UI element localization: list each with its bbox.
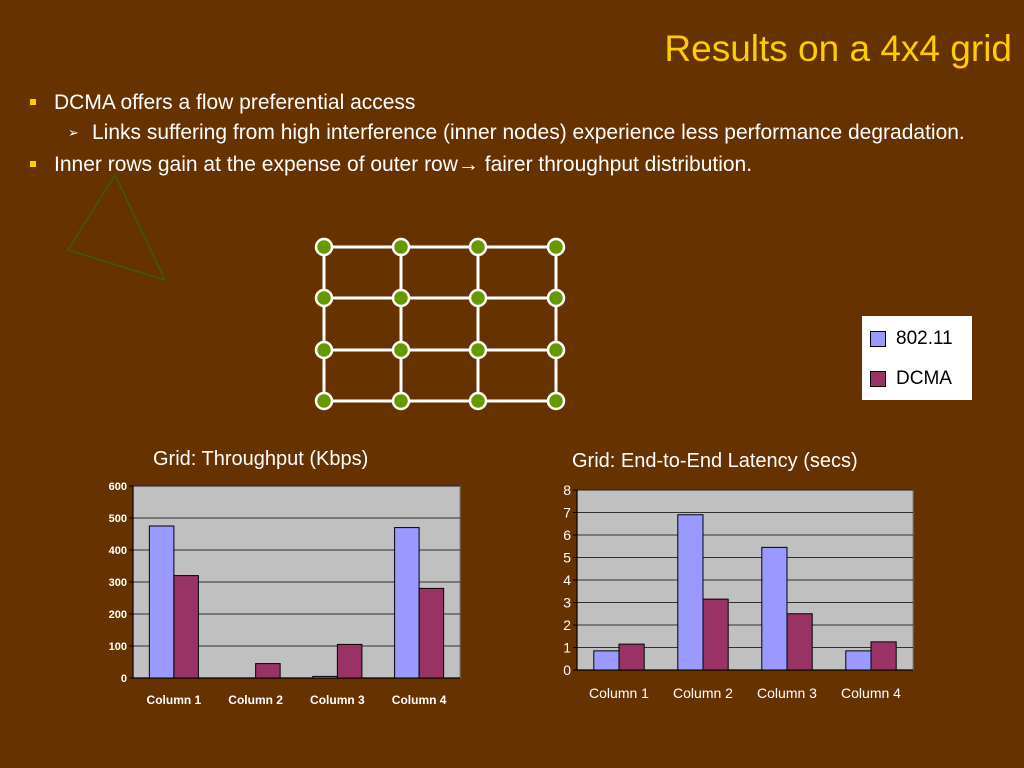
legend-item-dcma: DCMA xyxy=(870,368,952,390)
grid-node xyxy=(546,340,566,360)
legend-label-802-11: 802.11 xyxy=(896,328,953,349)
latency-y-tick-label: 1 xyxy=(563,640,571,656)
latency-y-tick-label: 4 xyxy=(563,572,571,588)
latency-y-tick-label: 3 xyxy=(563,595,571,611)
latency-chart: 0 1 2 3 4 5 6 7 8 Column 1 Column 2 Column 3 Column … xyxy=(563,482,914,701)
latency-bar-dcma xyxy=(702,598,729,671)
throughput-bar-802-11 xyxy=(312,675,338,679)
grid-node xyxy=(546,237,566,257)
latency-y-tick-label: 2 xyxy=(563,617,571,633)
bullet-square-icon xyxy=(30,99,36,105)
latency-chart-title: Grid: End-to-End Latency (secs) xyxy=(572,450,858,472)
throughput-x-category-label: Column 2 xyxy=(228,693,283,707)
latency-bar-802-11 xyxy=(677,514,704,671)
throughput-y-tick-label: 0 xyxy=(121,673,127,685)
throughput-y-tick-label: 600 xyxy=(109,481,127,493)
throughput-x-category-label: Column 1 xyxy=(147,693,202,707)
throughput-bar-802-11 xyxy=(394,527,420,679)
bullet-2-text-before: Inner rows gain at the expense of outer … xyxy=(54,153,458,176)
grid-node xyxy=(314,340,334,360)
throughput-x-category-label: Column 4 xyxy=(392,693,447,707)
legend-label-dcma: DCMA xyxy=(896,368,952,389)
grid-node xyxy=(391,340,411,360)
bullet-list: DCMA offers a flow preferential access ➢… xyxy=(30,90,1020,182)
grid-node xyxy=(546,288,566,308)
grid-node xyxy=(314,288,334,308)
chart-legend: 802.11 DCMA xyxy=(862,316,972,400)
throughput-bar-802-11 xyxy=(148,525,175,679)
latency-bar-dcma xyxy=(618,643,645,671)
grid-node xyxy=(468,340,488,360)
grid-node xyxy=(468,288,488,308)
grid-node xyxy=(314,391,334,411)
right-arrow-icon: → xyxy=(457,153,479,176)
bullet-1: DCMA offers a flow preferential access xyxy=(30,90,1020,116)
latency-x-category-label: Column 4 xyxy=(841,685,901,701)
grid-node xyxy=(468,391,488,411)
bullet-2-text-after: fairer throughput distribution. xyxy=(478,153,753,176)
latency-y-tick-label: 7 xyxy=(563,505,571,521)
throughput-y-tick-label: 100 xyxy=(109,641,127,653)
bullet-1-text: DCMA offers a flow preferential access xyxy=(54,91,416,114)
grid-node xyxy=(391,391,411,411)
latency-y-tick-label: 5 xyxy=(563,550,571,566)
latency-bar-802-11 xyxy=(593,650,620,671)
triangle-shape xyxy=(66,173,167,282)
legend-swatch-802-11 xyxy=(870,331,886,347)
latency-bar-802-11 xyxy=(845,650,872,671)
throughput-bar-dcma xyxy=(255,663,281,679)
legend-swatch-dcma xyxy=(870,371,886,387)
latency-bar-dcma xyxy=(786,613,813,671)
throughput-y-tick-label: 400 xyxy=(109,545,127,557)
sub-bullet-1-text: Links suffering from high interference (… xyxy=(92,121,965,144)
throughput-chart-title: Grid: Throughput (Kbps) xyxy=(153,448,369,470)
slide-title: Results on a 4x4 grid xyxy=(664,28,1012,69)
throughput-bar-dcma xyxy=(173,575,199,679)
latency-y-tick-label: 0 xyxy=(563,662,571,678)
grid-node xyxy=(546,391,566,411)
throughput-x-category-label: Column 3 xyxy=(310,693,365,707)
bullet-2: Inner rows gain at the expense of outer … xyxy=(30,152,1020,178)
latency-bar-802-11 xyxy=(761,546,788,671)
grid-node xyxy=(314,237,334,257)
latency-x-category-label: Column 2 xyxy=(673,685,733,701)
throughput-y-tick-label: 200 xyxy=(109,609,127,621)
grid-topology-diagram xyxy=(314,237,566,411)
sub-bullet-1: ➢ Links suffering from high interference… xyxy=(30,120,1020,146)
grid-node xyxy=(468,237,488,257)
latency-y-tick-label: 8 xyxy=(563,482,571,498)
bullet-square-icon xyxy=(30,161,36,167)
legend-item-802-11: 802.11 xyxy=(870,328,953,350)
throughput-bar-dcma xyxy=(418,587,445,679)
arrowhead-bullet-icon: ➢ xyxy=(68,125,79,140)
latency-x-category-label: Column 3 xyxy=(757,685,817,701)
throughput-y-tick-label: 500 xyxy=(109,513,127,525)
grid-node xyxy=(391,288,411,308)
throughput-y-tick-label: 300 xyxy=(109,577,127,589)
latency-x-category-label: Column 1 xyxy=(589,685,649,701)
latency-y-tick-label: 6 xyxy=(563,527,571,543)
grid-node xyxy=(391,237,411,257)
throughput-chart: 0 100 200 300 400 500 600 Column 1 Column 2 Colum… xyxy=(109,481,461,707)
latency-bar-dcma xyxy=(870,641,897,671)
throughput-bar-dcma xyxy=(336,643,363,679)
